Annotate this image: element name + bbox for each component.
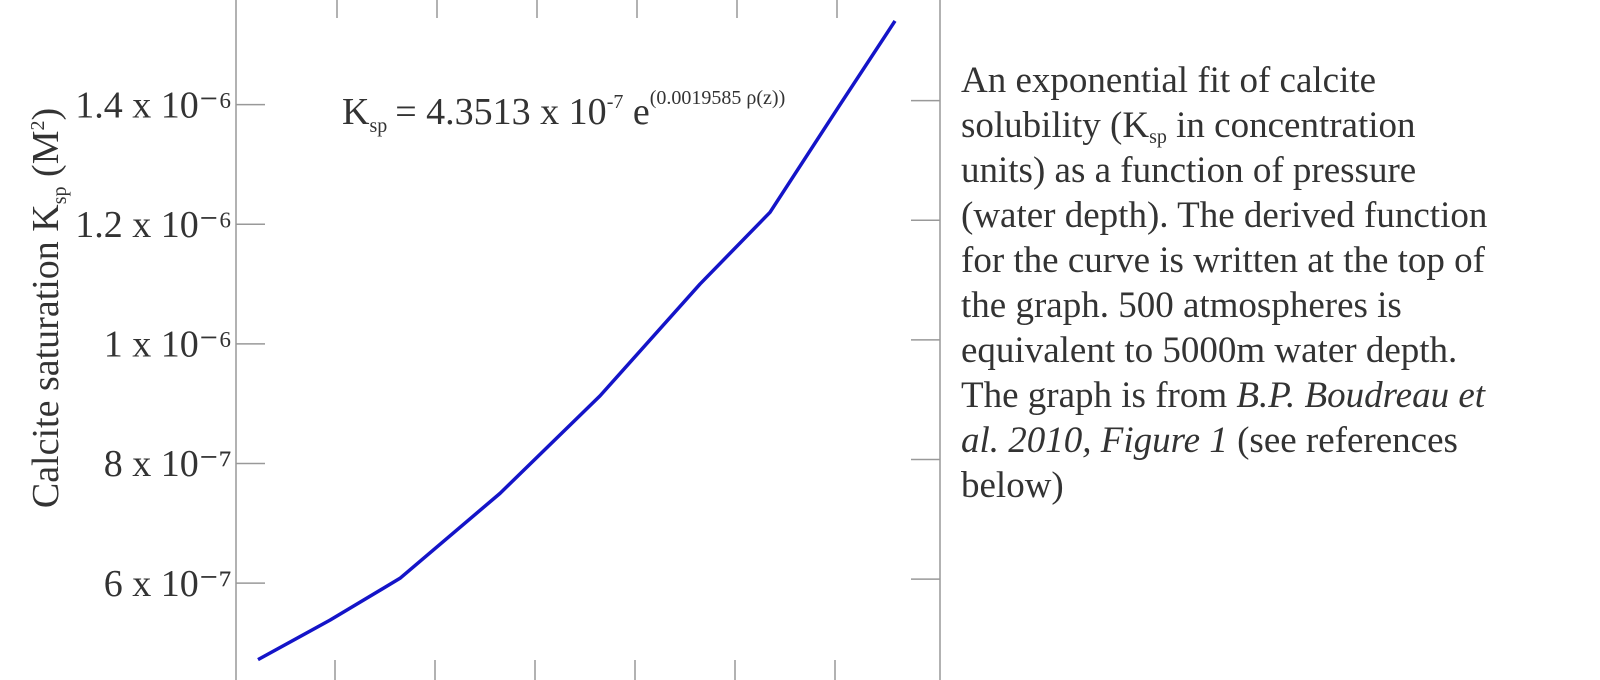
caption: An exponential fit of calcite solubility… bbox=[961, 58, 1491, 508]
caption-sub: sp bbox=[1149, 126, 1167, 148]
y-tick-label: 8 x 10⁻⁷ bbox=[104, 443, 232, 485]
caption-text: An exponential fit of calcite solubility… bbox=[961, 60, 1377, 146]
y-label-text: (M bbox=[25, 130, 67, 186]
line bbox=[257, 19, 897, 662]
y-tick-label: 1.6 x 10⁻⁶ bbox=[75, 0, 232, 7]
y-label-text: ) bbox=[25, 108, 67, 121]
y-label-sub: sp bbox=[49, 186, 71, 204]
caption-citation: B.P. Boudreau et al. 2010, Figure 1 bbox=[961, 375, 1486, 461]
equation-part: e bbox=[623, 91, 649, 133]
y-label-sup: 2 bbox=[27, 120, 49, 130]
equation-sup: (0.0019585 ρ(z)) bbox=[650, 87, 786, 109]
equation: Ksp = 4.3513 x 10-7 e(0.0019585 ρ(z)) bbox=[342, 87, 785, 137]
caption-text: (see references below) bbox=[961, 420, 1458, 506]
equation-part: K bbox=[342, 91, 370, 133]
y-tick-label: 1 x 10⁻⁶ bbox=[104, 324, 232, 366]
y-tick-label: 1.2 x 10⁻⁶ bbox=[75, 204, 232, 246]
y-tick-label: 6 x 10⁻⁷ bbox=[104, 563, 232, 605]
y-axis-label: Calcite saturation Ksp (M2) bbox=[25, 108, 71, 508]
y-tick-label: 1.4 x 10⁻⁶ bbox=[75, 84, 232, 126]
equation-sub: sp bbox=[369, 115, 387, 137]
equation-part: = 4.3513 x 10 bbox=[395, 91, 606, 133]
caption-text: in concentration units) as a function of… bbox=[961, 105, 1488, 416]
y-label-text: Calcite saturation K bbox=[25, 204, 67, 508]
equation-sup: -7 bbox=[607, 91, 624, 113]
